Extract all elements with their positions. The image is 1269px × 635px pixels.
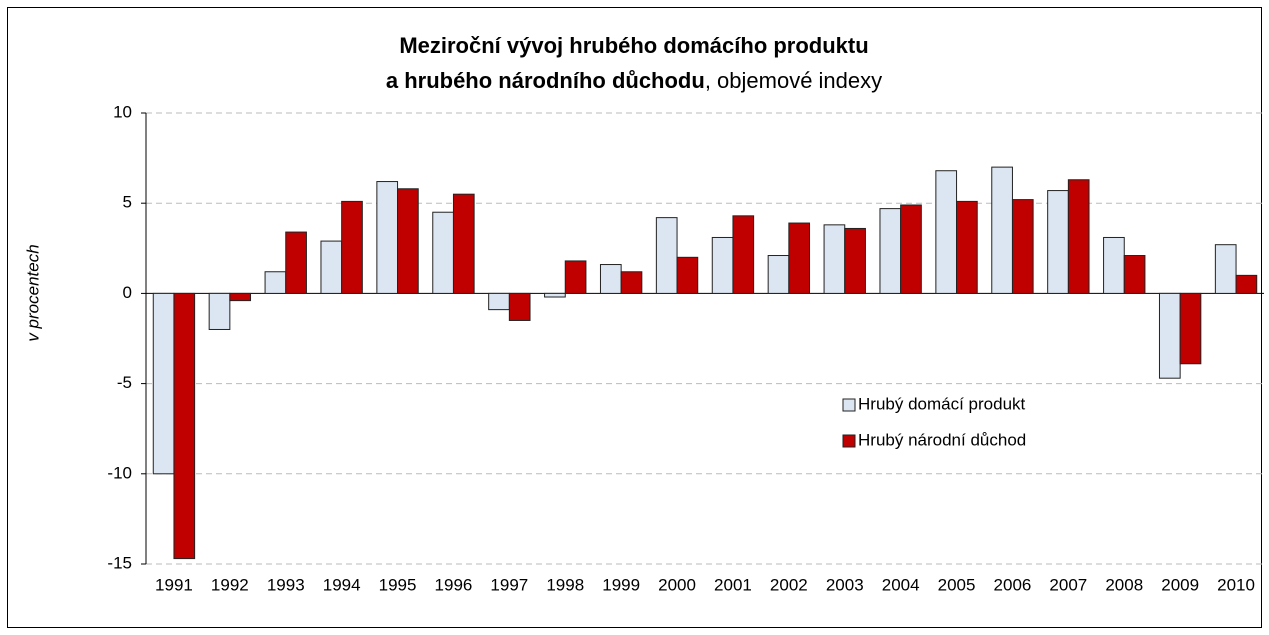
- bar: [1158, 292, 1181, 379]
- x-tick-label: 2001: [714, 575, 752, 594]
- bar: [676, 256, 699, 294]
- x-tick-label: 2010: [1217, 575, 1255, 594]
- x-tick-label: 1998: [546, 575, 584, 594]
- x-tick-label: 1999: [602, 575, 640, 594]
- x-tick-label: 1993: [267, 575, 305, 594]
- bar: [208, 292, 231, 330]
- bar: [564, 260, 587, 294]
- bar: [1011, 199, 1034, 294]
- bar: [844, 227, 866, 294]
- y-axis-label: v procentech: [23, 244, 42, 341]
- frame: [7, 7, 1262, 628]
- bar: [900, 204, 922, 294]
- chart-title-line: a hrubého národního důchodu: [386, 68, 705, 93]
- x-tick-label: 2008: [1105, 575, 1143, 594]
- bar: [956, 200, 978, 294]
- bar: [823, 224, 846, 294]
- bar: [544, 292, 566, 298]
- bar: [599, 264, 622, 294]
- legend-swatch: [842, 398, 856, 412]
- bar: [1179, 292, 1202, 365]
- x-tick-label: 2000: [658, 575, 696, 594]
- bar: [732, 215, 755, 294]
- bar: [991, 166, 1013, 294]
- bar: [1235, 274, 1258, 294]
- x-tick-label: 2004: [882, 575, 920, 594]
- x-tick-label: 1992: [211, 575, 249, 594]
- bar: [173, 292, 196, 560]
- x-tick-label: 2002: [770, 575, 808, 594]
- bar: [152, 292, 175, 475]
- chart-subtitle: , objemové indexy: [705, 68, 882, 93]
- y-tick-label: -5: [117, 373, 132, 392]
- bar: [341, 200, 363, 294]
- x-tick-label: 2006: [994, 575, 1032, 594]
- y-tick-label: -10: [107, 463, 132, 482]
- bar: [488, 292, 510, 311]
- x-tick-label: 2009: [1161, 575, 1199, 594]
- bar: [229, 292, 252, 302]
- legend-swatch: [842, 434, 856, 448]
- bar: [1067, 179, 1090, 294]
- x-tick-label: 2005: [938, 575, 976, 594]
- bar: [935, 170, 958, 294]
- bar: [711, 236, 734, 294]
- bar: [432, 211, 454, 294]
- bar: [1047, 190, 1069, 294]
- x-tick-label: 2003: [826, 575, 864, 594]
- chart-title: a hrubého národního důchodu, objemové in…: [386, 68, 882, 93]
- bar: [1103, 236, 1125, 294]
- x-tick-label: 1991: [155, 575, 193, 594]
- x-tick-label: 1996: [435, 575, 473, 594]
- y-tick-label: 0: [123, 283, 132, 302]
- bar: [397, 188, 419, 294]
- bar: [1214, 244, 1237, 294]
- x-tick-label: 1997: [490, 575, 528, 594]
- bar: [620, 271, 643, 294]
- bar: [1123, 255, 1146, 294]
- bar: [655, 217, 678, 294]
- chart-title: Meziroční vývoj hrubého domácího produkt…: [399, 33, 868, 58]
- x-tick-label: 1995: [379, 575, 417, 594]
- legend-label: Hrubý domácí produkt: [858, 394, 1026, 413]
- legend-label: Hrubý národní důchod: [858, 430, 1026, 449]
- bar: [508, 292, 531, 321]
- x-tick-label: 1994: [323, 575, 361, 594]
- y-tick-label: 5: [123, 193, 132, 212]
- bar: [788, 222, 811, 294]
- y-tick-label: -15: [107, 553, 132, 572]
- x-tick-label: 2007: [1049, 575, 1087, 594]
- y-tick-label: 10: [113, 102, 132, 121]
- bar: [264, 271, 287, 294]
- bar: [767, 255, 790, 294]
- bar: [376, 181, 399, 294]
- bar: [452, 193, 475, 294]
- bar: [285, 231, 307, 294]
- bar: [320, 240, 343, 294]
- bar: [879, 208, 902, 294]
